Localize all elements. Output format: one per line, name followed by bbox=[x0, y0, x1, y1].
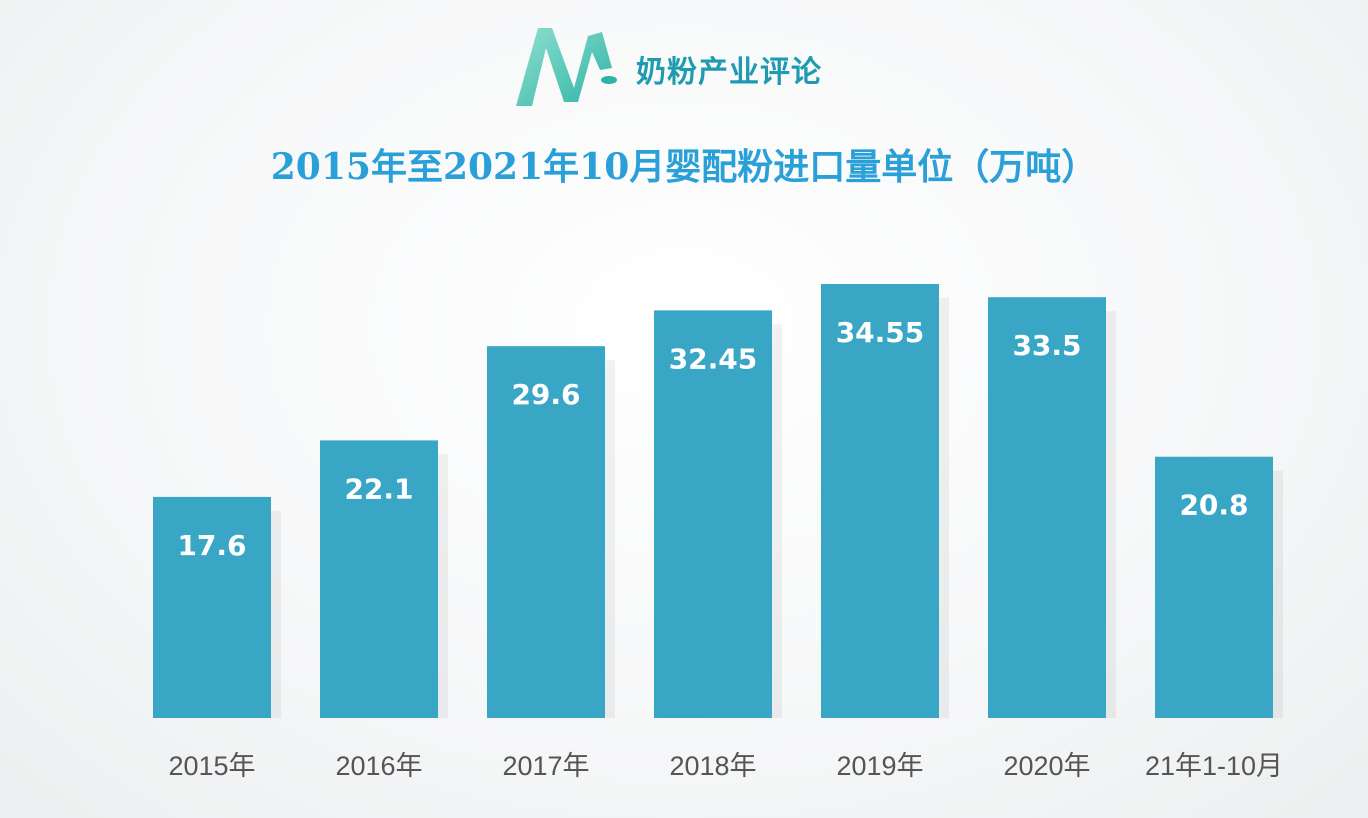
x-tick-label: 2015年 bbox=[168, 751, 255, 781]
data-label: 33.5 bbox=[1012, 329, 1081, 362]
x-tick-label: 21年1-10月 bbox=[1145, 751, 1283, 781]
data-label: 34.55 bbox=[836, 316, 925, 349]
bar bbox=[320, 440, 438, 718]
data-label: 22.1 bbox=[344, 472, 413, 505]
x-tick-label: 2020年 bbox=[1003, 751, 1090, 781]
x-tick-label: 2019年 bbox=[836, 751, 923, 781]
logo-icon bbox=[516, 28, 617, 106]
logo-text: 奶粉产业评论 bbox=[636, 55, 822, 90]
data-label: 17.6 bbox=[177, 529, 246, 562]
bar bbox=[821, 284, 939, 718]
bar bbox=[654, 310, 772, 718]
bar bbox=[487, 346, 605, 718]
x-tick-label: 2018年 bbox=[669, 751, 756, 781]
bar bbox=[1155, 456, 1273, 718]
data-label: 29.6 bbox=[511, 378, 580, 411]
bar bbox=[988, 297, 1106, 718]
data-label: 32.45 bbox=[669, 342, 758, 375]
chart-title: 2015年至2021年10月婴配粉进口量单位（万吨） bbox=[270, 146, 1098, 188]
data-label: 20.8 bbox=[1179, 489, 1248, 522]
x-tick-label: 2017年 bbox=[502, 751, 589, 781]
bar bbox=[153, 496, 271, 718]
x-tick-label: 2016年 bbox=[335, 751, 422, 781]
